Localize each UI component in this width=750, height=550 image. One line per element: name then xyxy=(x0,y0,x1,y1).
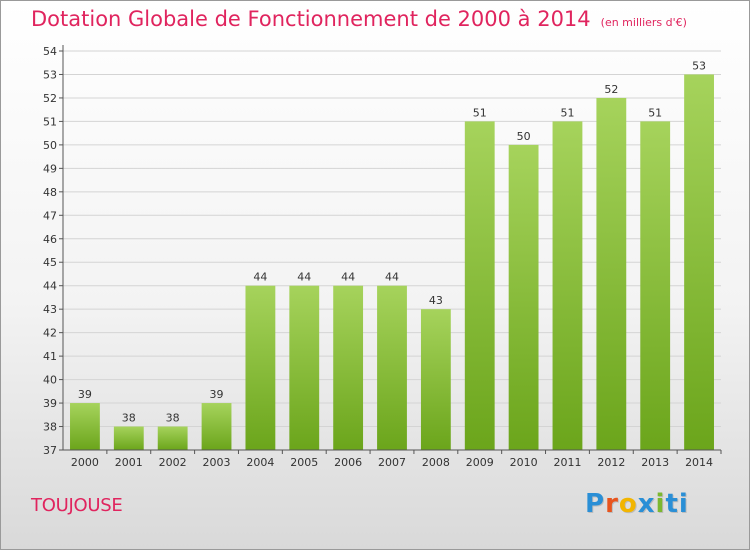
bar-2002 xyxy=(157,426,188,450)
bar-value-label: 52 xyxy=(604,83,618,96)
y-tick-label: 37 xyxy=(43,444,57,457)
bar-2013 xyxy=(640,121,671,450)
y-tick-label: 53 xyxy=(43,68,57,81)
bar-2008 xyxy=(420,309,451,450)
x-tick-label: 2011 xyxy=(553,456,581,469)
y-tick-label: 43 xyxy=(43,303,57,316)
bar-2005 xyxy=(289,285,320,450)
bar-value-label: 44 xyxy=(385,271,399,284)
y-tick-label: 47 xyxy=(43,209,57,222)
x-tick-label: 2004 xyxy=(246,456,274,469)
logo-letter: P xyxy=(585,489,606,519)
y-tick-label: 38 xyxy=(43,421,57,434)
x-tick-label: 2002 xyxy=(159,456,187,469)
bar-value-label: 53 xyxy=(692,59,706,72)
x-tick-label: 2010 xyxy=(510,456,538,469)
chart-subtitle: (en milliers d'€) xyxy=(600,16,687,29)
y-tick-label: 41 xyxy=(43,350,57,363)
bar-value-label: 51 xyxy=(648,106,662,119)
axes: 37 38 39 40 41 42 43 44 45 46 47 48 49 50 51 52 53 54 2000… xyxy=(43,45,722,469)
logo-letter: i xyxy=(655,489,666,519)
bar-value-label: 39 xyxy=(210,388,224,401)
x-tick-label: 2009 xyxy=(466,456,494,469)
x-tick-label: 2003 xyxy=(203,456,231,469)
logo-letter: o xyxy=(618,489,638,519)
y-tick-label: 52 xyxy=(43,92,57,105)
chart-title: Dotation Globale de Fonctionnement de 20… xyxy=(31,7,687,31)
bar-value-label: 44 xyxy=(253,271,267,284)
bar-2006 xyxy=(333,285,364,450)
logo-letter: r xyxy=(605,489,619,519)
x-tick-label: 2001 xyxy=(115,456,143,469)
bar-2007 xyxy=(377,285,407,450)
bar-2009 xyxy=(464,121,495,450)
x-tick-label: 2014 xyxy=(685,456,713,469)
bar-2000 xyxy=(70,403,100,450)
logo-letter: t xyxy=(665,489,679,519)
bar-2014 xyxy=(684,74,714,451)
bar-value-label: 50 xyxy=(517,130,531,143)
x-tick-label: 2005 xyxy=(290,456,318,469)
bar-value-label: 44 xyxy=(297,271,311,284)
bar-2003 xyxy=(201,403,232,450)
bar-value-label: 44 xyxy=(341,271,355,284)
x-tick-label: 2000 xyxy=(71,456,99,469)
x-tick-label: 2006 xyxy=(334,456,362,469)
y-tick-label: 42 xyxy=(43,327,57,340)
y-tick-label: 51 xyxy=(43,115,57,128)
y-tick-label: 40 xyxy=(43,374,57,387)
x-tick-label: 2008 xyxy=(422,456,450,469)
x-tick-label: 2012 xyxy=(597,456,625,469)
y-tick-label: 44 xyxy=(43,280,57,293)
y-tick-label: 45 xyxy=(43,256,57,269)
bar-2004 xyxy=(245,285,276,450)
bar-value-label: 38 xyxy=(166,412,180,425)
commune-name: TOUJOUSE xyxy=(31,495,123,516)
y-tick-label: 46 xyxy=(43,233,57,246)
bar-value-label: 51 xyxy=(473,106,487,119)
bar-value-label: 51 xyxy=(560,106,574,119)
y-tick-label: 54 xyxy=(43,45,57,58)
bar-value-label: 39 xyxy=(78,388,92,401)
y-tick-label: 39 xyxy=(43,397,57,410)
x-tick-label: 2007 xyxy=(378,456,406,469)
bar-value-label: 38 xyxy=(122,412,136,425)
x-tick-label: 2013 xyxy=(641,456,669,469)
proxiti-logo: Proxiti xyxy=(585,489,689,519)
y-tick-label: 48 xyxy=(43,186,57,199)
bars: 39 38 38 39 44 44 44 44 43 51 50 51 52 51 53 xyxy=(70,59,714,451)
logo-letter: i xyxy=(678,489,689,519)
y-tick-label: 50 xyxy=(43,139,57,152)
y-tick-label: 49 xyxy=(43,162,57,175)
logo-letter: x xyxy=(637,489,656,519)
bar-2010 xyxy=(508,144,539,450)
chart-title-text: Dotation Globale de Fonctionnement de 20… xyxy=(31,7,591,31)
bar-2011 xyxy=(552,121,583,450)
bar-2012 xyxy=(596,97,627,451)
bar-value-label: 43 xyxy=(429,294,443,307)
bar-2001 xyxy=(113,426,144,450)
